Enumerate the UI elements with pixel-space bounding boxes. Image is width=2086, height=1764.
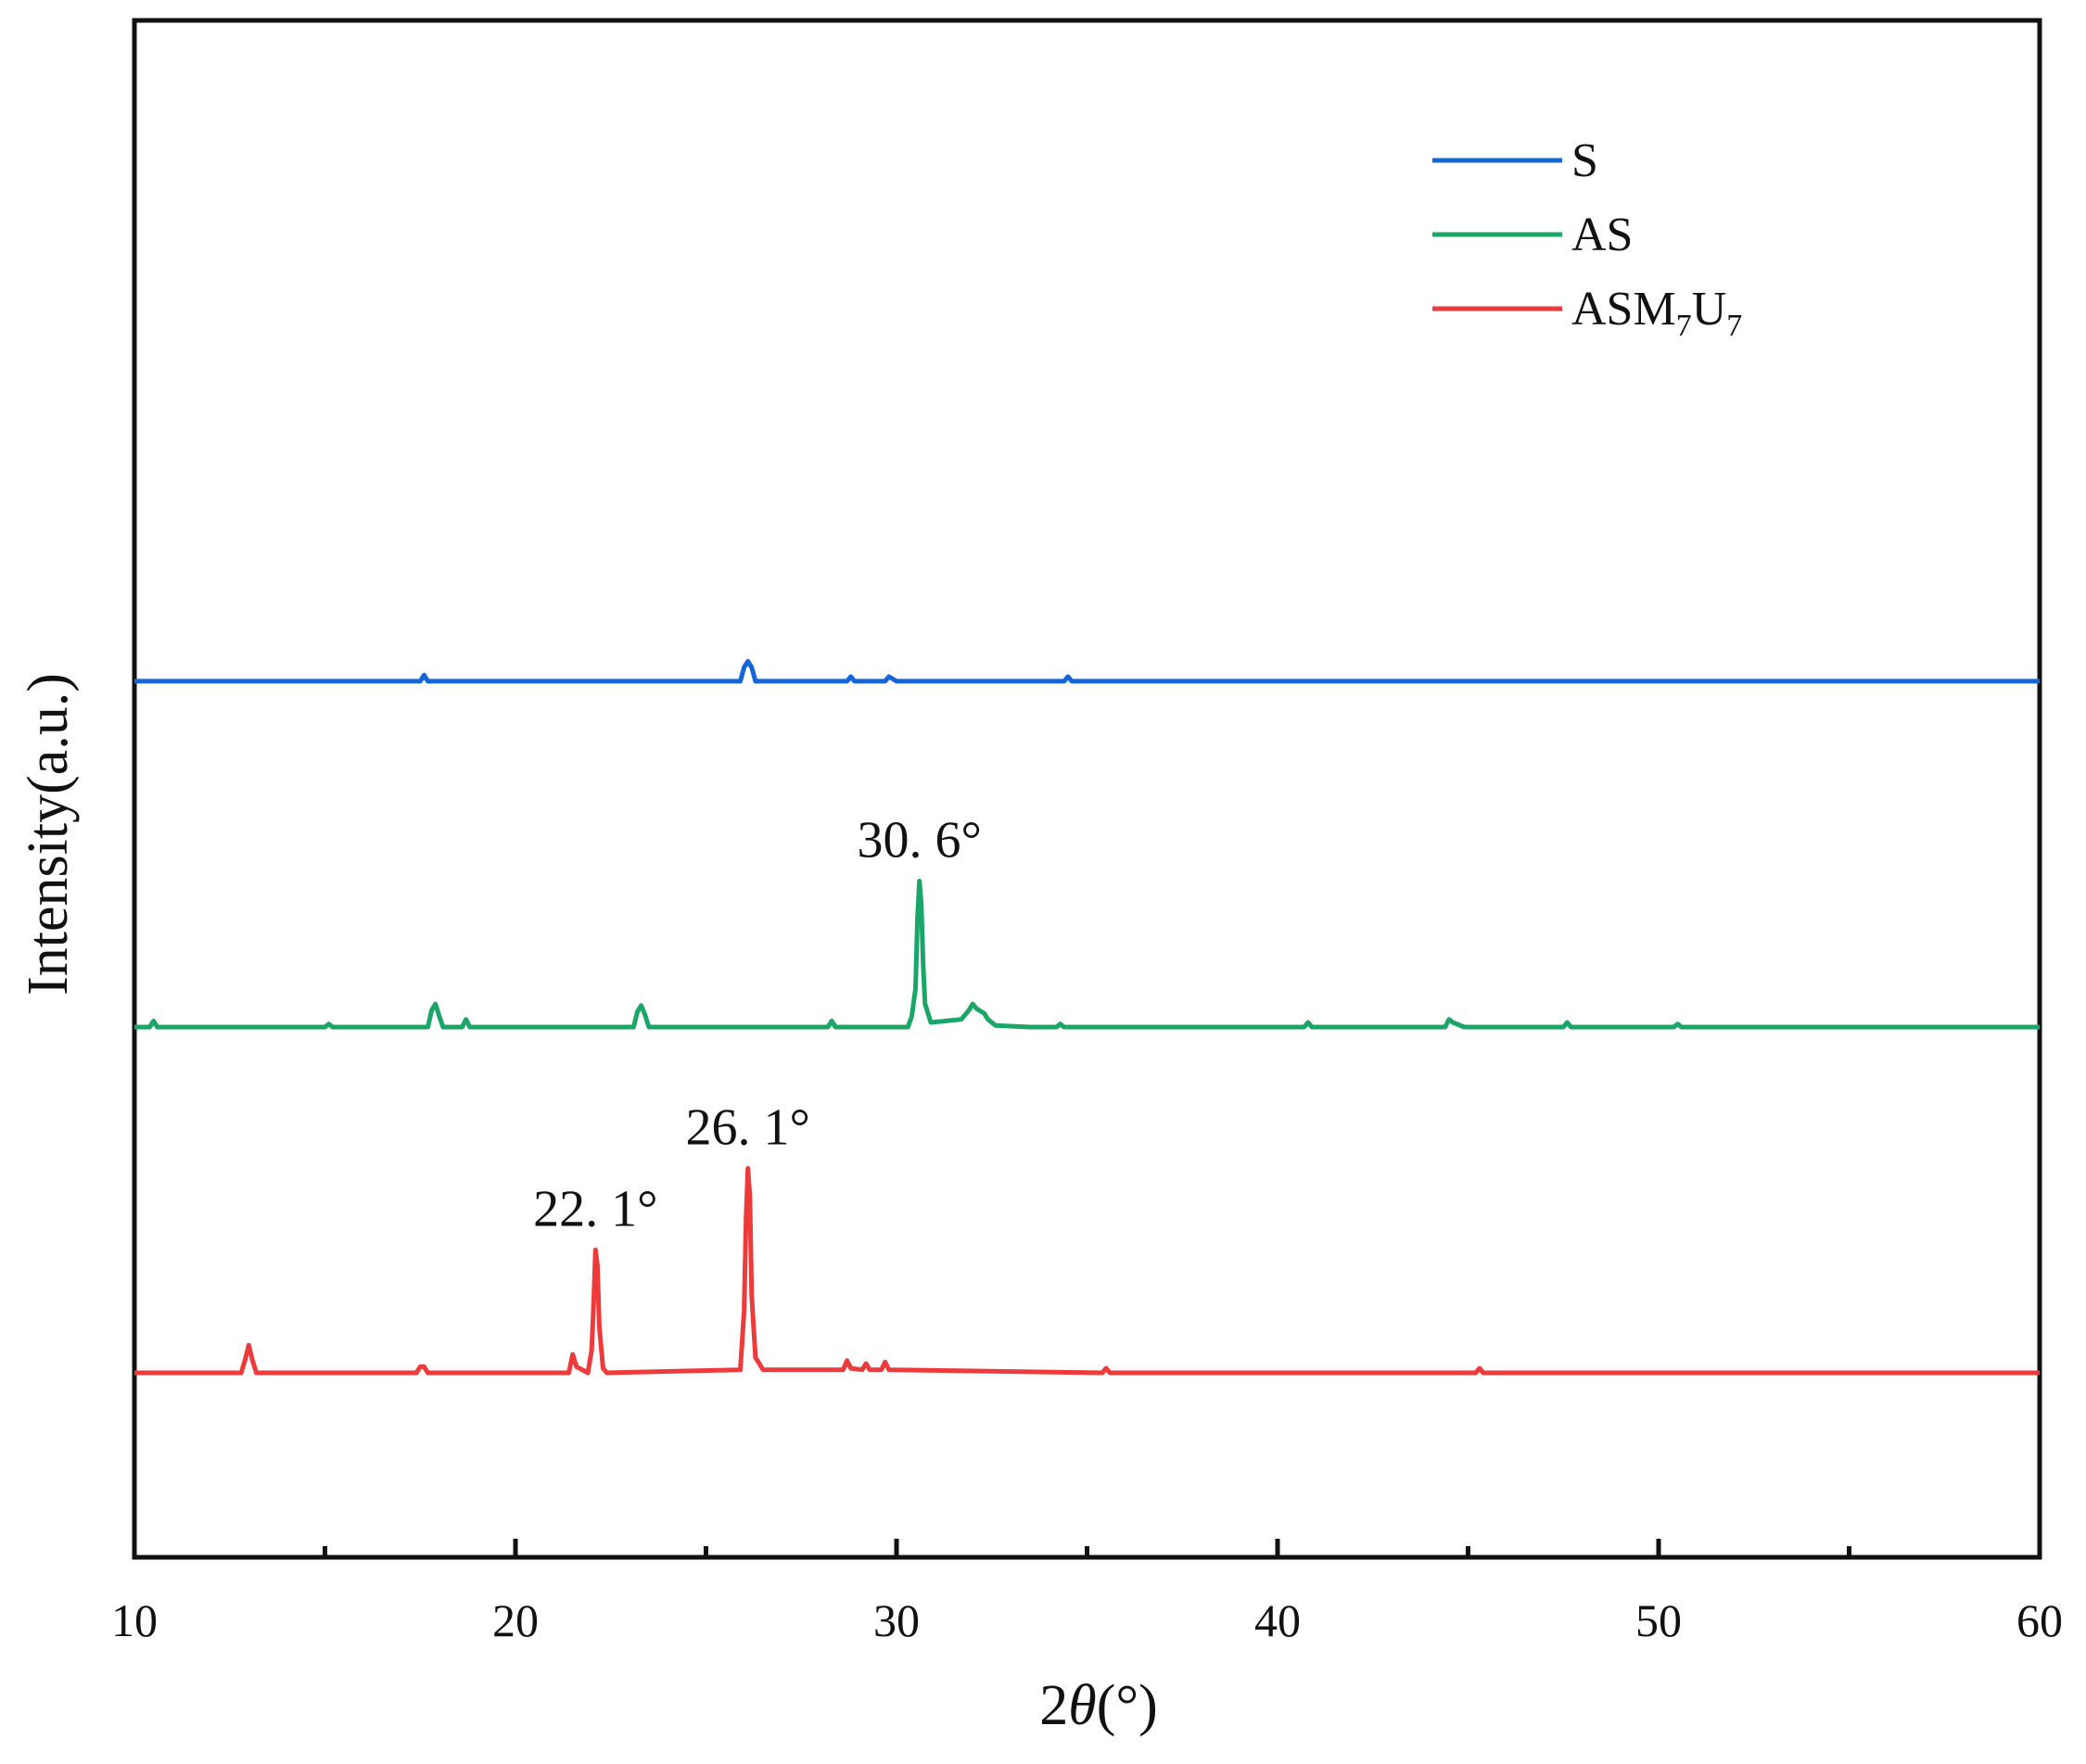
peak-annotations: 30. 6° 26. 1° 22. 1° bbox=[533, 811, 982, 1237]
peak-annotation: 22. 1° bbox=[533, 1180, 657, 1237]
x-tick-label: 10 bbox=[111, 1594, 158, 1646]
x-tick-label: 30 bbox=[873, 1594, 920, 1646]
peak-annotation: 30. 6° bbox=[857, 811, 981, 869]
legend-label: ASM7U7 bbox=[1571, 283, 1742, 343]
x-tick-label: 40 bbox=[1254, 1594, 1301, 1646]
series-line-asm7u7 bbox=[134, 1166, 2040, 1376]
x-tick-label: 60 bbox=[2016, 1594, 2063, 1646]
y-axis-title: Intensity(a.u.) bbox=[17, 673, 80, 996]
series-line-as bbox=[134, 879, 2040, 1030]
x-axis-title: 2θ(°) bbox=[1039, 1674, 1158, 1737]
x-tick-label: 50 bbox=[1635, 1594, 1682, 1646]
x-tick-label: 20 bbox=[492, 1594, 539, 1646]
legend-label: AS bbox=[1571, 209, 1633, 261]
peak-annotation: 26. 1° bbox=[686, 1099, 810, 1157]
x-axis-ticks bbox=[132, 1539, 2042, 1557]
plot-frame bbox=[132, 18, 2042, 1560]
legend: S AS ASM7U7 bbox=[1432, 134, 1742, 343]
legend-label: S bbox=[1571, 134, 1598, 187]
series-lines bbox=[134, 658, 2040, 1376]
series-line-s bbox=[134, 658, 2040, 684]
x-axis-tick-labels: 10 20 30 40 50 60 bbox=[111, 1594, 2063, 1646]
